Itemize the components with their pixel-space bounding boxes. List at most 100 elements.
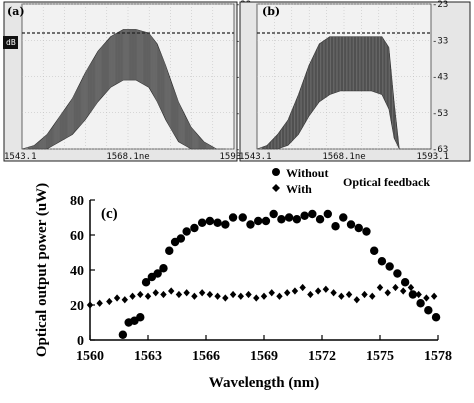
- panel-a-fringes: [28, 29, 214, 149]
- point-with: [276, 292, 283, 300]
- point-with: [338, 292, 345, 300]
- point-without: [339, 213, 348, 222]
- point-with: [214, 292, 221, 300]
- point-without: [416, 299, 425, 308]
- point-with: [237, 292, 244, 300]
- point-without: [182, 227, 191, 236]
- point-with: [121, 296, 128, 304]
- point-with: [400, 287, 407, 295]
- legend: Without With Optical feedback: [272, 166, 430, 196]
- point-with: [175, 290, 183, 299]
- x-tick-label: 1560: [76, 349, 104, 364]
- point-without: [246, 220, 255, 229]
- point-without: [393, 269, 402, 278]
- panel-b-y-tick-label: -53: [432, 109, 448, 119]
- panel-c-label: (c): [101, 206, 118, 222]
- panel-a-marker-box: [3, 36, 18, 49]
- panel-b-x-tick-label: 1593.1: [416, 152, 449, 162]
- panel-c-x-ticks: 1560 1563 1566 1569 1572 1575 1578: [76, 335, 452, 364]
- point-with: [361, 290, 368, 299]
- panel-b-y-tick-label: -43: [432, 73, 448, 83]
- point-with: [415, 290, 422, 299]
- point-without: [385, 262, 394, 271]
- series-with-points: [86, 283, 438, 309]
- point-without: [153, 269, 162, 278]
- panel-b-x-ticks: 1543.1 1568.1ne 1593.1: [239, 152, 449, 162]
- legend-with-label: With: [286, 182, 312, 196]
- point-without: [190, 223, 199, 233]
- x-tick-label: 1569: [250, 349, 278, 364]
- point-without: [118, 330, 128, 339]
- point-with: [353, 296, 360, 304]
- point-without: [331, 222, 340, 231]
- point-with: [129, 292, 136, 300]
- panel-a-x-tick-label: 1543.1: [4, 152, 37, 162]
- point-with: [291, 287, 299, 295]
- point-with: [137, 290, 144, 299]
- point-with: [260, 292, 268, 300]
- point-with: [160, 290, 167, 299]
- point-without: [308, 209, 317, 219]
- point-without: [400, 278, 410, 287]
- point-without: [354, 223, 363, 233]
- point-with: [222, 294, 229, 302]
- point-without: [228, 213, 238, 222]
- point-without: [213, 218, 222, 227]
- point-with: [168, 287, 175, 295]
- x-tick-label: 1575: [366, 349, 394, 364]
- point-without: [362, 227, 371, 236]
- legend-without-marker: [272, 168, 280, 176]
- point-with: [423, 294, 430, 302]
- point-with: [106, 297, 113, 306]
- panel-b-label: (b): [262, 5, 280, 18]
- point-without: [261, 216, 271, 226]
- point-with: [206, 290, 214, 299]
- x-tick-label: 1563: [134, 349, 162, 364]
- panel-a-x-ticks: 1543.1 1568.1ne 1593.1: [4, 152, 252, 162]
- x-axis-title: Wavelength (nm): [209, 375, 319, 391]
- point-without: [323, 209, 332, 219]
- y-tick-label: 20: [70, 299, 84, 314]
- point-with: [407, 283, 415, 292]
- point-with: [96, 299, 103, 307]
- point-with: [330, 289, 337, 297]
- panel-a-x-tick-label: 1568.1ne: [106, 152, 149, 162]
- point-with: [322, 285, 330, 293]
- point-without: [176, 234, 186, 243]
- point-with: [191, 292, 198, 300]
- point-without: [159, 264, 168, 273]
- point-with: [245, 290, 252, 299]
- point-without: [315, 215, 325, 224]
- x-tick-label: 1572: [308, 349, 336, 364]
- point-without: [221, 220, 230, 229]
- panel-c-y-ticks: 0 20 40 60 80: [70, 194, 95, 349]
- point-with: [384, 289, 391, 297]
- point-without: [136, 313, 145, 322]
- point-without: [238, 213, 247, 222]
- point-with: [268, 289, 275, 297]
- panel-a-marker-label: dB: [6, 38, 16, 47]
- point-with: [113, 294, 121, 302]
- legend-with-marker: [272, 184, 280, 192]
- point-with: [314, 287, 322, 295]
- legend-title: Optical feedback: [343, 175, 430, 189]
- series-without-points: [118, 209, 441, 339]
- panel-b-y-tick-label: -23: [432, 0, 448, 10]
- point-without: [300, 211, 309, 220]
- point-without: [197, 218, 207, 227]
- point-with: [376, 283, 384, 292]
- panel-b-y-ticks: -23 -33 -43 -53 -63: [432, 0, 448, 155]
- point-without: [277, 215, 286, 224]
- point-without: [408, 290, 418, 299]
- x-tick-label: 1566: [192, 349, 220, 364]
- y-tick-label: 80: [70, 194, 84, 209]
- panel-a-x-tick-label: 1593.1: [219, 152, 252, 162]
- point-with: [369, 292, 376, 300]
- point-with: [253, 294, 260, 302]
- point-without: [377, 257, 387, 266]
- point-with: [86, 301, 94, 309]
- point-with: [299, 283, 306, 292]
- point-without: [370, 246, 379, 255]
